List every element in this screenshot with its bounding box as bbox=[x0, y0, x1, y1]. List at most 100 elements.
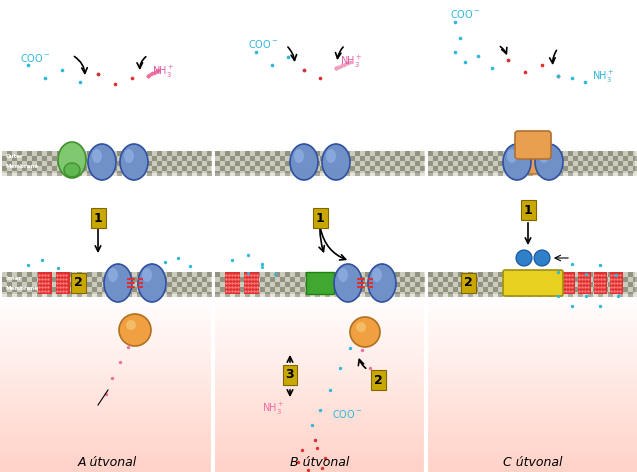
Bar bbox=[97, 151, 102, 156]
Bar bbox=[533, 282, 538, 287]
Bar bbox=[77, 166, 82, 171]
Bar bbox=[558, 156, 563, 161]
Bar bbox=[127, 161, 132, 166]
Bar bbox=[122, 166, 127, 171]
Bar bbox=[240, 161, 245, 166]
Point bbox=[224, 275, 234, 283]
Bar bbox=[340, 156, 345, 161]
Point bbox=[599, 279, 609, 287]
Bar bbox=[453, 156, 458, 161]
Bar bbox=[265, 156, 270, 161]
Bar bbox=[270, 282, 275, 287]
Bar bbox=[57, 282, 62, 287]
Ellipse shape bbox=[372, 268, 382, 282]
Bar bbox=[528, 171, 533, 176]
Bar bbox=[167, 156, 172, 161]
Bar bbox=[300, 272, 305, 277]
Point bbox=[233, 271, 243, 279]
Bar bbox=[518, 156, 523, 161]
Point bbox=[577, 279, 587, 287]
Point bbox=[606, 283, 616, 291]
Bar bbox=[182, 156, 187, 161]
Bar bbox=[588, 287, 593, 292]
Bar bbox=[448, 171, 453, 176]
Bar bbox=[365, 161, 370, 166]
Bar bbox=[453, 171, 458, 176]
Ellipse shape bbox=[138, 264, 166, 302]
Bar bbox=[320, 272, 325, 277]
Bar bbox=[538, 156, 543, 161]
Bar bbox=[463, 277, 468, 282]
Bar bbox=[2, 166, 7, 171]
Bar bbox=[533, 171, 538, 176]
Bar bbox=[27, 272, 32, 277]
Point bbox=[337, 61, 347, 69]
Bar bbox=[603, 272, 608, 277]
Point bbox=[460, 58, 470, 66]
Bar bbox=[315, 287, 320, 292]
Bar bbox=[448, 166, 453, 171]
Point bbox=[227, 279, 237, 287]
Bar bbox=[285, 277, 290, 282]
Bar bbox=[102, 151, 107, 156]
Bar bbox=[483, 151, 488, 156]
Point bbox=[577, 283, 587, 291]
Text: NH$_3^+$: NH$_3^+$ bbox=[262, 401, 285, 417]
Bar bbox=[483, 292, 488, 297]
Bar bbox=[593, 166, 598, 171]
Point bbox=[609, 275, 619, 283]
Text: A útvonal: A útvonal bbox=[77, 455, 136, 469]
Bar bbox=[523, 272, 528, 277]
Bar bbox=[355, 272, 360, 277]
Bar bbox=[207, 272, 212, 277]
Bar bbox=[56, 272, 70, 294]
Bar bbox=[280, 171, 285, 176]
Bar bbox=[468, 277, 473, 282]
Bar bbox=[235, 272, 240, 277]
Bar bbox=[187, 161, 192, 166]
Bar bbox=[197, 166, 202, 171]
Bar bbox=[603, 156, 608, 161]
Bar bbox=[270, 166, 275, 171]
Bar bbox=[32, 287, 37, 292]
Bar bbox=[240, 171, 245, 176]
Bar bbox=[290, 287, 295, 292]
Bar bbox=[608, 166, 613, 171]
Bar bbox=[220, 287, 225, 292]
Bar bbox=[340, 272, 345, 277]
Bar bbox=[598, 151, 603, 156]
Bar bbox=[187, 156, 192, 161]
Bar bbox=[127, 166, 132, 171]
Bar bbox=[583, 272, 588, 277]
Bar bbox=[225, 166, 230, 171]
Bar bbox=[433, 287, 438, 292]
Bar bbox=[340, 282, 345, 287]
Bar bbox=[428, 156, 433, 161]
Point bbox=[224, 283, 234, 291]
Bar bbox=[443, 282, 448, 287]
Bar bbox=[32, 151, 37, 156]
Point bbox=[299, 66, 309, 74]
Point bbox=[230, 283, 240, 291]
Bar bbox=[335, 287, 340, 292]
Bar bbox=[132, 272, 137, 277]
Bar bbox=[498, 161, 503, 166]
Bar bbox=[67, 151, 72, 156]
Point bbox=[240, 287, 250, 295]
Bar bbox=[157, 161, 162, 166]
Bar bbox=[370, 277, 375, 282]
Bar bbox=[240, 282, 245, 287]
Bar bbox=[498, 171, 503, 176]
Bar bbox=[583, 151, 588, 156]
Bar bbox=[215, 282, 220, 287]
Bar bbox=[528, 151, 533, 156]
Bar bbox=[295, 156, 300, 161]
Bar bbox=[523, 156, 528, 161]
Bar bbox=[235, 151, 240, 156]
Bar bbox=[400, 166, 405, 171]
Bar bbox=[513, 287, 518, 292]
Bar bbox=[405, 161, 410, 166]
Bar bbox=[598, 282, 603, 287]
Bar bbox=[375, 292, 380, 297]
Bar bbox=[458, 277, 463, 282]
